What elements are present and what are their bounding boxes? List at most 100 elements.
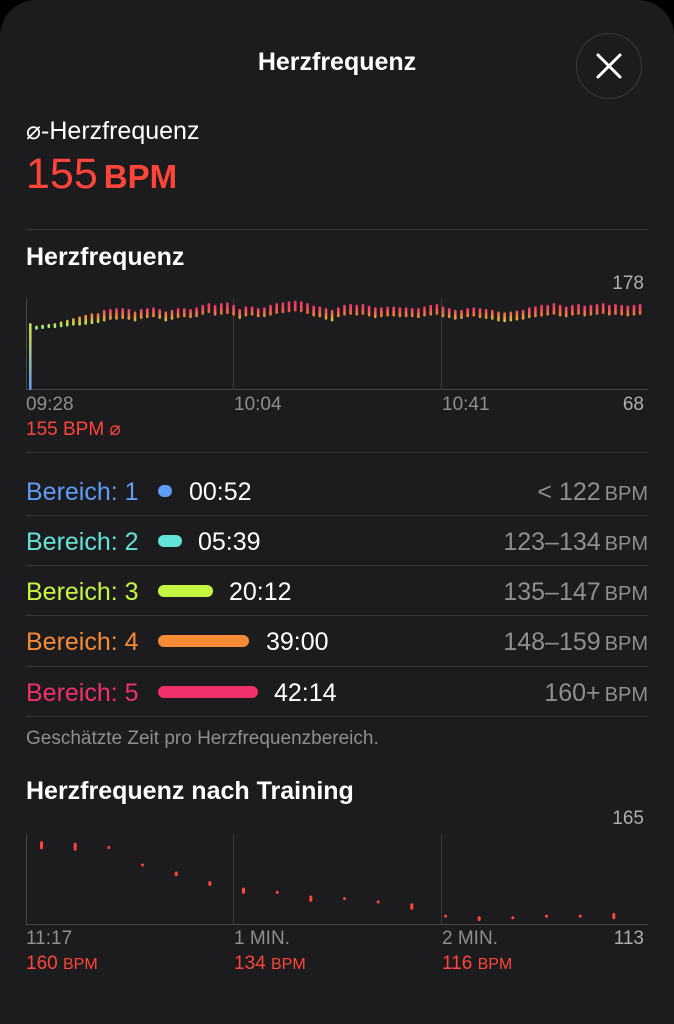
recovery-bar [444, 914, 447, 918]
divider [26, 515, 648, 516]
zone-bar [158, 485, 172, 497]
zone-range-value: < 122 [537, 478, 601, 506]
recovery-bar [174, 871, 178, 877]
hr-bar [484, 308, 488, 319]
recovery-value-3: 116 BPM [442, 953, 512, 975]
hr-bar [441, 306, 445, 318]
recovery-bar [242, 887, 245, 894]
hr-chart-max-label: 178 [612, 273, 644, 294]
hr-bar [614, 303, 617, 315]
hr-bar [571, 304, 574, 316]
heart-rate-chart [26, 298, 648, 390]
close-icon [596, 53, 622, 79]
hr-bar [398, 307, 402, 318]
divider [26, 452, 648, 453]
hr-bar [201, 304, 205, 315]
zone-row-2: Bereich: 2 05:39 123–134 BPM [26, 516, 648, 566]
hr-bar [595, 303, 599, 315]
zone-range-unit: BPM [604, 633, 648, 655]
hr-bar [293, 300, 297, 312]
hr-bar [608, 304, 611, 316]
heart-rate-section-title: Herzfrequenz [26, 243, 185, 271]
hr-bar [491, 309, 494, 320]
hr-bar [546, 304, 549, 316]
hr-bar [429, 304, 432, 316]
zone-time: 00:52 [189, 478, 252, 506]
hr-bar [509, 311, 513, 322]
zone-range: < 122 BPM [537, 478, 648, 507]
hr-bar [361, 303, 365, 315]
recovery-bar [73, 842, 77, 851]
hr-bar [454, 309, 457, 320]
hr-bar [47, 323, 51, 329]
zone-range: 135–147 BPM [503, 578, 648, 607]
hr-bar [78, 316, 81, 326]
hr-time-label-3: 10:41 [442, 394, 490, 415]
hr-avg-caption: 155 BPM ⌀ [26, 419, 121, 440]
hr-bar [435, 303, 439, 315]
hr-bar [367, 305, 371, 317]
hr-bar [281, 302, 285, 314]
hr-bar [41, 324, 44, 329]
hr-bar [244, 306, 248, 317]
zones-footnote: Geschätzte Zeit pro Herzfrequenzbereich. [26, 728, 379, 749]
recovery-bar [578, 914, 582, 918]
recovery-time-label-1: 11:17 [26, 928, 73, 949]
hr-bar [503, 312, 506, 323]
recovery-bpm: 116 [442, 953, 473, 974]
hr-bar [127, 308, 131, 320]
recovery-bar [477, 916, 481, 921]
hr-bar [287, 301, 291, 313]
hr-bar [558, 304, 562, 317]
hr-bar [472, 307, 476, 317]
hr-bar [423, 306, 426, 317]
average-heart-rate-value: 155 BPM [26, 150, 177, 199]
zone-range: 123–134 BPM [503, 528, 648, 557]
recovery-chart [26, 834, 648, 925]
recovery-bpm: 134 [234, 953, 266, 974]
divider [26, 615, 648, 616]
recovery-unit: BPM [477, 956, 513, 973]
hr-bar [324, 308, 328, 320]
close-button[interactable] [576, 33, 642, 99]
hr-bar [620, 304, 623, 316]
hr-bar [306, 303, 309, 314]
sheet-title: Herzfrequenz [257, 48, 417, 76]
hr-bar [115, 308, 118, 320]
hr-bar [232, 304, 235, 316]
hr-bar [410, 308, 414, 318]
zone-range: 160+ BPM [544, 679, 648, 708]
zone-bar [158, 635, 249, 647]
zone-range-unit: BPM [604, 483, 648, 505]
hr-bar [226, 302, 229, 314]
hr-bar [460, 309, 463, 319]
average-value-unit: BPM [103, 158, 178, 195]
hr-bar [343, 304, 346, 316]
hr-bar [564, 306, 568, 318]
hr-bar [66, 319, 69, 327]
zone-bar [158, 686, 258, 698]
zone-time: 20:12 [229, 578, 292, 606]
recovery-bar [545, 914, 548, 918]
zone-label: Bereich: 2 [26, 528, 139, 556]
zone-label: Bereich: 4 [26, 628, 139, 656]
zone-range: 148–159 BPM [503, 628, 648, 657]
recovery-value-2: 134 BPM [234, 953, 306, 975]
hr-bar [318, 306, 322, 318]
recovery-bar [410, 903, 414, 910]
hr-bar [53, 323, 57, 329]
hr-bar [583, 305, 586, 317]
hr-chart-min-label: 68 [622, 394, 644, 415]
zone-bar [158, 535, 182, 547]
hr-bar [29, 323, 32, 390]
recovery-bpm: 160 [26, 953, 58, 974]
hr-bar [447, 308, 451, 318]
hr-bar [417, 308, 420, 318]
hr-bar [638, 303, 642, 315]
zone-row-3: Bereich: 3 20:12 135–147 BPM [26, 566, 648, 616]
zone-range-value: 160+ [544, 679, 601, 707]
hr-bar [380, 307, 383, 318]
recovery-bar [40, 841, 43, 850]
hr-bar [275, 303, 278, 314]
